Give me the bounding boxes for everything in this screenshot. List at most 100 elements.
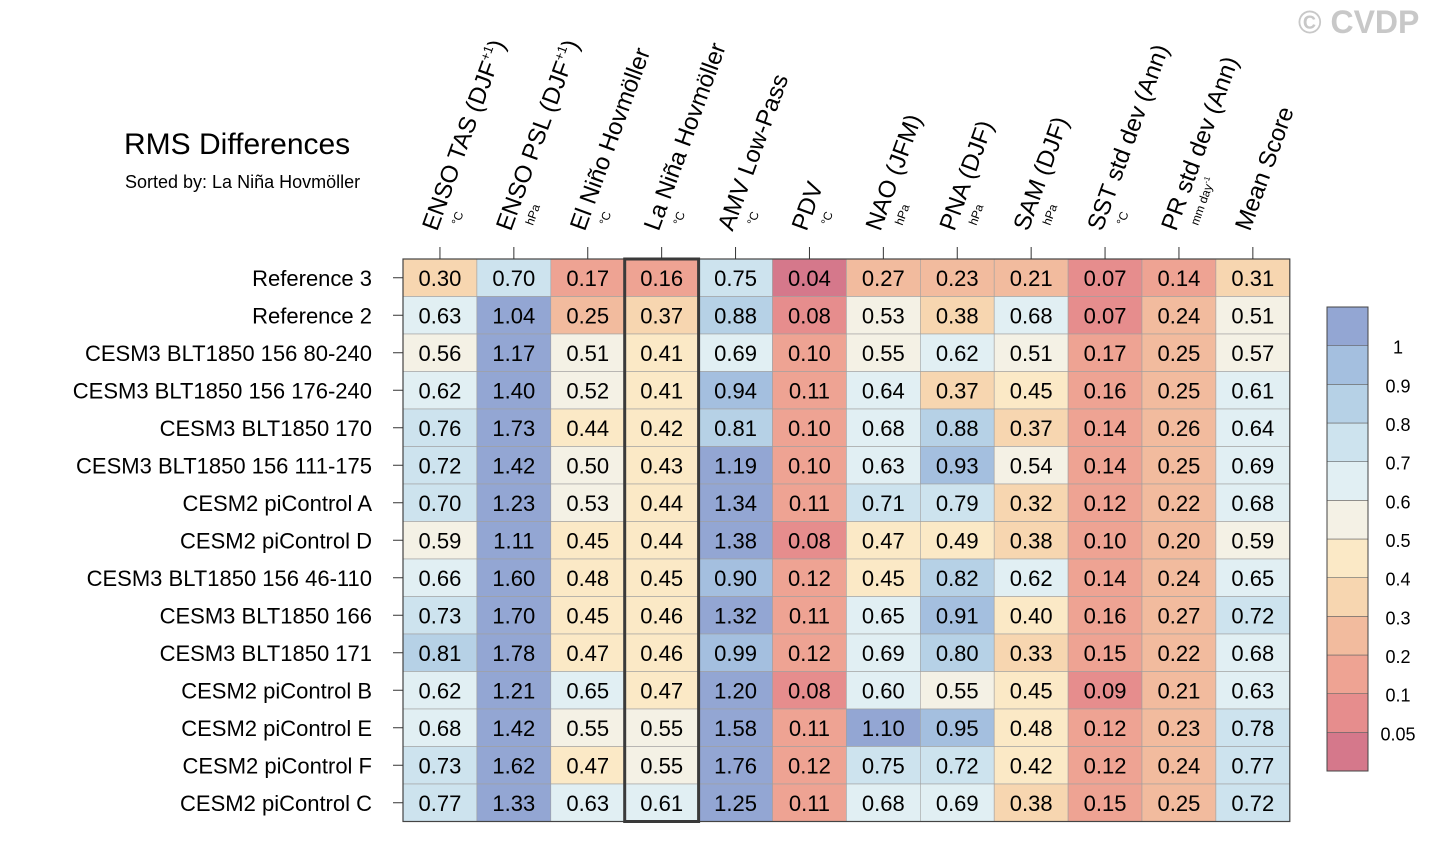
cell-value: 0.14 xyxy=(1084,566,1127,591)
heatmap-cell xyxy=(1141,521,1217,560)
cell-value: 0.55 xyxy=(640,753,683,778)
heatmap-cell xyxy=(476,483,552,522)
heatmap-cell xyxy=(772,446,847,485)
row-label: CESM3 BLT1850 156 80-240 xyxy=(85,341,372,366)
cell-value: 0.10 xyxy=(788,341,831,366)
colorbar-label: 0.4 xyxy=(1385,570,1410,590)
cell-value: 0.81 xyxy=(419,641,462,666)
heatmap-cell xyxy=(476,446,552,485)
heatmap-cell xyxy=(1141,783,1217,822)
cell-value: 0.41 xyxy=(640,378,683,403)
heatmap-cell xyxy=(1141,408,1217,447)
heatmap-cell xyxy=(1067,408,1143,447)
heatmap-cell xyxy=(402,671,478,710)
heatmap-cell xyxy=(1067,371,1143,410)
cell-value: 0.16 xyxy=(1084,378,1127,403)
colorbar-segment xyxy=(1326,345,1369,385)
heatmap-cell xyxy=(993,708,1069,747)
heatmap-cell xyxy=(1067,671,1143,710)
heatmap-cell xyxy=(772,746,847,785)
heatmap-cell xyxy=(1067,708,1143,747)
row-label: CESM3 BLT1850 166 xyxy=(160,603,372,628)
row-label: CESM2 piControl D xyxy=(180,528,372,553)
cell-value: 0.63 xyxy=(862,453,905,478)
cell-value: 1.19 xyxy=(714,453,757,478)
cell-value: 0.95 xyxy=(936,716,979,741)
cell-value: 0.91 xyxy=(936,603,979,628)
heatmap-cell xyxy=(550,783,625,822)
cell-value: 0.70 xyxy=(419,491,462,516)
heatmap-cell xyxy=(993,633,1069,672)
heatmap-cell xyxy=(772,558,847,597)
heatmap-cell xyxy=(476,671,552,710)
cell-value: 0.72 xyxy=(419,453,462,478)
cell-value: 0.33 xyxy=(1010,641,1053,666)
cell-value: 0.62 xyxy=(936,341,979,366)
row-label: CESM2 piControl E xyxy=(181,716,372,741)
column-unit: hPa xyxy=(1040,202,1061,227)
cell-value: 0.46 xyxy=(640,641,683,666)
heatmap-cell xyxy=(919,633,995,672)
heatmap-cell xyxy=(1067,446,1143,485)
heatmap-cell xyxy=(919,446,995,485)
cell-value: 0.12 xyxy=(788,641,831,666)
colorbar-label: 0.6 xyxy=(1385,492,1410,512)
cell-value: 0.25 xyxy=(566,303,609,328)
row-label: CESM2 piControl B xyxy=(181,678,372,703)
cell-value: 0.11 xyxy=(789,603,830,628)
cell-value: 0.90 xyxy=(714,566,757,591)
heatmap-cell xyxy=(772,596,847,635)
cell-value: 0.62 xyxy=(1010,566,1053,591)
heatmap-cell xyxy=(1215,258,1291,297)
heatmap-cell xyxy=(919,408,995,447)
cell-value: 0.11 xyxy=(789,716,830,741)
cell-value: 0.68 xyxy=(1231,641,1274,666)
heatmap-cell xyxy=(698,446,773,485)
heatmap-cell xyxy=(772,483,847,522)
cell-value: 0.21 xyxy=(1010,266,1053,291)
cell-value: 1.04 xyxy=(492,303,535,328)
colorbar-segment xyxy=(1326,500,1369,540)
cell-value: 1.42 xyxy=(492,716,535,741)
heatmap-cell xyxy=(698,521,773,560)
heatmap-cell xyxy=(993,783,1069,822)
cell-value: 0.12 xyxy=(1084,716,1127,741)
cell-value: 0.45 xyxy=(862,566,905,591)
heatmap-cell xyxy=(698,596,773,635)
cell-value: 0.25 xyxy=(1158,453,1201,478)
column-label-pna-djf: PNA (DJF) xyxy=(935,117,1000,234)
heatmap-cell xyxy=(993,446,1069,485)
cell-value: 1.62 xyxy=(492,753,535,778)
colorbar-segment xyxy=(1326,422,1369,462)
cell-value: 1.70 xyxy=(492,603,535,628)
cell-value: 0.70 xyxy=(492,266,535,291)
cell-value: 1.17 xyxy=(492,341,535,366)
heatmap-cell xyxy=(993,671,1069,710)
heatmap-cell xyxy=(919,258,995,297)
heatmap-cell xyxy=(476,558,552,597)
heatmap-cell xyxy=(919,596,995,635)
heatmap-cell xyxy=(402,746,478,785)
cvdp-watermark: © CVDP xyxy=(1298,4,1420,40)
cell-value: 0.10 xyxy=(788,416,831,441)
heatmap-cell xyxy=(772,708,847,747)
cell-value: 0.07 xyxy=(1084,303,1127,328)
cell-value: 1.11 xyxy=(493,528,534,553)
heatmap-cell xyxy=(698,483,773,522)
heatmap-cell xyxy=(1067,783,1143,822)
heatmap-cell xyxy=(624,446,699,485)
cell-value: 0.80 xyxy=(936,641,979,666)
cell-value: 0.62 xyxy=(419,378,462,403)
cell-value: 0.37 xyxy=(1010,416,1053,441)
cell-value: 0.20 xyxy=(1158,528,1201,553)
colorbar-label: 0.2 xyxy=(1385,647,1410,667)
heatmap-cell xyxy=(1215,483,1291,522)
cell-value: 0.27 xyxy=(1158,603,1201,628)
cell-value: 0.16 xyxy=(1084,603,1127,628)
heatmap-cell xyxy=(772,521,847,560)
column-unit: °C xyxy=(744,209,762,227)
cell-value: 0.16 xyxy=(640,266,683,291)
colorbar-segment xyxy=(1326,384,1369,424)
cell-value: 0.62 xyxy=(419,678,462,703)
cell-value: 0.94 xyxy=(714,378,757,403)
